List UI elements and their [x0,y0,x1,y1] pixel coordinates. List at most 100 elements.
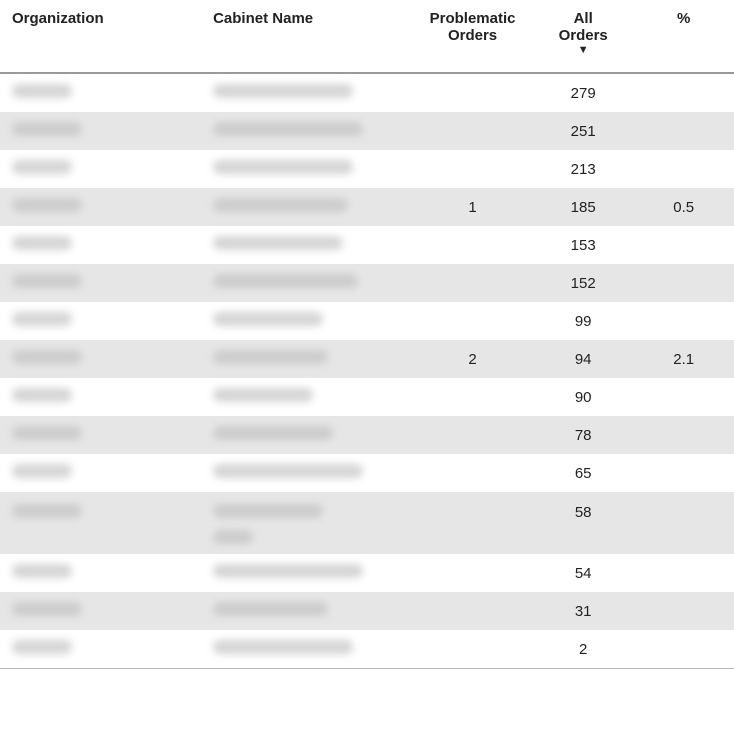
cell-cabinet-name [201,554,412,592]
cell-problematic-orders [412,150,533,188]
table-row[interactable]: 99 [0,302,734,340]
cell-cabinet-name [201,112,412,150]
cell-all-orders: 54 [533,554,634,592]
cell-all-orders: 152 [533,264,634,302]
col-header-label2: Orders [545,27,622,44]
table-row[interactable]: 90 [0,378,734,416]
cell-organization [0,112,201,150]
cell-organization [0,416,201,454]
redacted-text [213,312,323,326]
table-row[interactable]: 153 [0,226,734,264]
table-body: 27925121311850.5153152992942.19078655854… [0,73,734,669]
redacted-text [12,504,82,518]
cell-cabinet-name [201,416,412,454]
cell-all-orders: 65 [533,454,634,492]
table-row[interactable]: 58 [0,492,734,554]
col-header-percent[interactable]: % [633,0,734,73]
redacted-text [12,640,72,654]
cell-problematic-orders [412,302,533,340]
cell-all-orders: 31 [533,592,634,630]
cell-organization [0,226,201,264]
cell-organization [0,454,201,492]
cell-cabinet-name [201,630,412,669]
redacted-text [213,160,353,174]
cell-problematic-orders [412,554,533,592]
redacted-text [12,388,72,402]
col-header-cabinet-name[interactable]: Cabinet Name [201,0,412,73]
table-row[interactable]: 213 [0,150,734,188]
col-header-all-orders[interactable]: All Orders ▼ [533,0,634,73]
cell-all-orders: 99 [533,302,634,340]
col-header-label2: Orders [424,27,521,44]
cell-problematic-orders [412,112,533,150]
redacted-text [12,312,72,326]
cell-percent [633,226,734,264]
cell-all-orders: 94 [533,340,634,378]
cell-problematic-orders [412,454,533,492]
cell-organization [0,340,201,378]
cell-percent [633,264,734,302]
cell-cabinet-name [201,302,412,340]
cell-cabinet-name [201,73,412,112]
redacted-text [12,122,82,136]
table-row[interactable]: 152 [0,264,734,302]
table-row[interactable]: 11850.5 [0,188,734,226]
cell-all-orders: 251 [533,112,634,150]
redacted-text [213,274,358,288]
cell-cabinet-name [201,454,412,492]
table-row[interactable]: 2 [0,630,734,669]
cell-all-orders: 58 [533,492,634,554]
cell-cabinet-name [201,340,412,378]
cell-all-orders: 78 [533,416,634,454]
redacted-text [12,564,72,578]
cell-percent [633,454,734,492]
cell-cabinet-name [201,264,412,302]
col-header-label: All [545,10,622,27]
cell-cabinet-name [201,592,412,630]
table-row[interactable]: 65 [0,454,734,492]
cell-percent [633,492,734,554]
cell-percent [633,112,734,150]
redacted-text [213,602,328,616]
table-row[interactable]: 31 [0,592,734,630]
redacted-text [12,274,82,288]
table-row[interactable]: 78 [0,416,734,454]
sort-desc-icon: ▼ [545,46,622,54]
cell-percent [633,150,734,188]
redacted-text [12,602,82,616]
redacted-text [12,84,72,98]
orders-table: Organization Cabinet Name Problematic Or… [0,0,734,669]
table-row[interactable]: 54 [0,554,734,592]
redacted-text [213,350,328,364]
cell-problematic-orders [412,378,533,416]
cell-cabinet-name [201,150,412,188]
redacted-text [213,236,343,250]
cell-cabinet-name [201,492,412,554]
cell-problematic-orders [412,416,533,454]
redacted-text [12,464,72,478]
col-header-organization[interactable]: Organization [0,0,201,73]
cell-all-orders: 213 [533,150,634,188]
cell-problematic-orders [412,73,533,112]
cell-organization [0,150,201,188]
redacted-text [213,426,333,440]
cell-organization [0,378,201,416]
table-row[interactable]: 279 [0,73,734,112]
table-header: Organization Cabinet Name Problematic Or… [0,0,734,73]
redacted-text [12,198,82,212]
cell-percent [633,630,734,669]
col-header-label: Organization [12,10,104,27]
redacted-text [213,464,363,478]
col-header-problematic-orders[interactable]: Problematic Orders [412,0,533,73]
cell-problematic-orders [412,264,533,302]
table-row[interactable]: 2942.1 [0,340,734,378]
cell-problematic-orders [412,226,533,264]
redacted-text [213,504,323,518]
redacted-text [213,530,253,544]
cell-percent: 0.5 [633,188,734,226]
cell-cabinet-name [201,188,412,226]
table-row[interactable]: 251 [0,112,734,150]
cell-organization [0,630,201,669]
cell-percent [633,302,734,340]
redacted-text [213,388,313,402]
